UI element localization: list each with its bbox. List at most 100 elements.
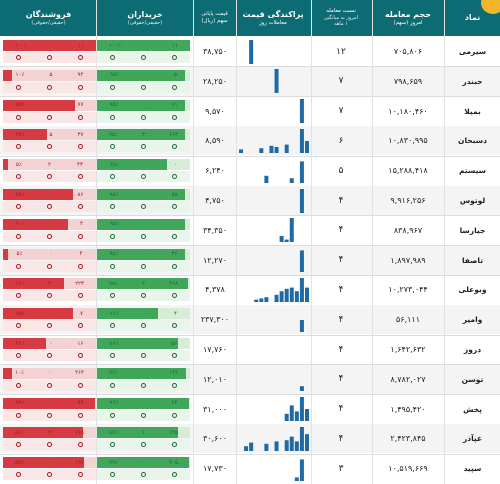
buyers-pct: ۹۹٪ bbox=[109, 459, 118, 466]
header-ratio[interactable]: نسبت معامله امروز به میانگین ۱ ماهه bbox=[323, 8, 359, 28]
table-row[interactable]: وامیر ۵۶,۱۱۱ ۴ ۲۳۷,۳۰۰ ۶۶٪ ۰ ۴ ۷۵٪ ۰ ۷ bbox=[0, 305, 500, 335]
buyers-box[interactable]: ۹۸٪ ۲ ۴۶۸ bbox=[97, 278, 190, 302]
table-row[interactable]: وبوعلی ۱۰,۲۷۳,۰۴۴ ۴ ۴,۳۷۸ ۹۸٪ ۲ ۴۶۸ ۶۶٪ ۳ ۲۲۳ bbox=[0, 275, 500, 304]
table-row[interactable]: توسن ۸,۷۸۲,۰۲۷ ۴ ۱۲,۰۱۰ ۹۶٪ ۰ ۱۴۴ ۱۰٪ ۰ ۴۶۴ bbox=[0, 364, 500, 394]
sellers-real-count: ۹۴ bbox=[77, 72, 84, 79]
buyers-pct: ۹۵٪ bbox=[110, 72, 119, 79]
user-icon bbox=[172, 204, 177, 209]
user-icon bbox=[141, 204, 146, 209]
sellers-box[interactable]: ۷۰٪ ۰ ۴ bbox=[3, 218, 96, 243]
buyers-box[interactable]: ۹۵٪ ۰ ۵۵ bbox=[97, 189, 190, 213]
symbol-name[interactable]: سپید bbox=[463, 464, 482, 474]
sellers-box[interactable]: ۵٪ ۲ ۴۳ bbox=[3, 159, 96, 183]
user-icon bbox=[78, 442, 83, 448]
sellers-box[interactable]: ۸۷٪ ۰ ۱۹۷ bbox=[3, 457, 96, 481]
sellers-box[interactable]: ۱۰٪ ۰ ۴۶۴ bbox=[3, 367, 96, 392]
table-row[interactable]: بمیلا ۱۰,۱۸۰,۴۶۰ ۷ ۹,۵۷۰ ۹۵٪ ۰ ۷۱ ۷۷٪ ۰ ۷۷ bbox=[0, 97, 500, 126]
buyers-fill-bar bbox=[97, 338, 178, 349]
symbol-name[interactable]: لوتوس bbox=[459, 196, 486, 205]
buyers-box[interactable]: ۹۵٪ ۰ ۷۱ bbox=[97, 99, 190, 124]
header-sellers[interactable]: فروشندگان (حقیقی/حقوقی) bbox=[25, 9, 72, 26]
volume-value: ۱,۴۹۵,۴۲۰ bbox=[390, 404, 426, 414]
user-icon bbox=[172, 233, 177, 239]
table-row[interactable]: غپآذر ۲,۴۲۳,۸۴۵ ۴ ۳۰,۶۰۰ ۸۷٪ ۱ ۱۴۵ ۸۶٪ ۲ ۱۷۸ bbox=[0, 424, 500, 454]
symbol-name[interactable]: وبوعلی bbox=[458, 285, 487, 295]
table-row[interactable]: تاصفا ۱,۸۹۷,۹۸۹ ۴ ۱۲,۲۷۰ ۹۵٪ ۰ ۳۶ ۵٪ ۰ ۴ bbox=[0, 245, 500, 275]
ratio-value: ۶ bbox=[338, 135, 344, 146]
symbol-name[interactable]: سیستم bbox=[459, 166, 487, 176]
table-row[interactable]: دروز ۱,۶۴۲,۶۳۲ ۴ ۱۷,۷۶۰ ۸۷٪ ۰ ۵۶ ۴۶٪ ۰ ۱۶ bbox=[0, 335, 500, 364]
buyers-legal-count: ۰ bbox=[143, 191, 147, 198]
header-volume[interactable]: حجم معامله امروز (سهم) bbox=[384, 9, 432, 26]
spread-bar bbox=[299, 277, 304, 302]
user-icon bbox=[47, 263, 52, 269]
buyers-box[interactable]: ۱۰۰٪ ۰ ۱۱ bbox=[97, 40, 190, 64]
symbol-name[interactable]: سیرمی bbox=[458, 47, 487, 56]
symbol-name[interactable]: جیارسا bbox=[459, 225, 486, 235]
symbol-name[interactable]: غپآذر bbox=[462, 434, 483, 444]
spread-bar bbox=[294, 411, 299, 422]
buyers-box[interactable]: ۸۷٪ ۱ ۱۴۵ bbox=[97, 427, 190, 451]
user-icon bbox=[172, 263, 177, 269]
buyers-box[interactable]: ۹۵٪ ۰ ۵ bbox=[97, 69, 190, 94]
sellers-box[interactable]: ۷۷٪ ۰ ۷۷ bbox=[3, 99, 96, 124]
header-name[interactable]: نماد bbox=[464, 13, 481, 22]
table-row[interactable]: سیرمی ۷۰۵,۸۰۶ ۱۲ ۳۸,۷۵۰ ۱۰۰٪ ۰ ۱۱ ۱۰۰٪ ۰ ۱۱ bbox=[0, 37, 500, 66]
table-row[interactable]: سپید ۱۰,۵۱۹,۶۶۹ ۳ ۱۷,۷۳۰ ۹۹٪ ۰ ۲۰۵ ۸۷٪ ۰ ۱۹۷ bbox=[0, 454, 500, 483]
table-row[interactable]: سیستم ۱۵,۲۸۸,۴۱۸ ۵ ۶,۲۴۰ ۷۵٪ ۰ ۰ ۵٪ ۲ ۴۳ bbox=[0, 156, 500, 185]
buyers-box[interactable]: ۷۵٪ ۰ ۰ bbox=[97, 159, 190, 183]
sellers-box[interactable]: ۸۶٪ ۲ ۱۷۸ bbox=[3, 427, 96, 451]
sellers-box[interactable]: ۱۰۰٪ ۰ ۱۱ bbox=[3, 40, 96, 64]
symbol-name[interactable]: بمیلا bbox=[464, 106, 481, 116]
sellers-box[interactable]: ۵٪ ۰ ۴ bbox=[3, 248, 96, 273]
spread-bar bbox=[259, 148, 264, 153]
symbol-name[interactable]: پخش bbox=[463, 404, 482, 414]
buyers-pct: ۸۷٪ bbox=[109, 340, 119, 347]
price-spread-chart bbox=[236, 424, 312, 453]
table-row[interactable]: حبندر ۷۹۸,۶۵۹ ۷ ۲۸,۲۵۰ ۹۵٪ ۰ ۵ ۱۰٪ ۵ ۹۴ bbox=[0, 66, 500, 96]
sellers-box[interactable]: ۱۰٪ ۵ ۹۴ bbox=[3, 69, 96, 94]
header-price[interactable]: قیمت پایانی سهم (ریال) bbox=[201, 11, 228, 24]
table-row[interactable]: پخش ۱,۴۹۵,۴۲۰ ۴ ۳۱,۰۰۰ ۹۹٪ ۰ ۴۴ ۹۹٪ ۰ ۹۹ bbox=[0, 395, 500, 424]
spread-bar bbox=[284, 440, 289, 451]
symbol-name[interactable]: دسبحان bbox=[458, 136, 487, 146]
symbol-name[interactable]: توسن bbox=[461, 374, 484, 384]
buyers-box[interactable]: ۹۹٪ ۰ ۴۴ bbox=[97, 397, 190, 422]
buyers-real-count: ۴۶۸ bbox=[169, 280, 178, 287]
user-icon bbox=[172, 412, 177, 418]
table-row[interactable]: جیارسا ۸۳۸,۹۶۷ ۴ ۳۴,۳۵۰ ۹۵٪ ۰ ۰ ۷۰٪ ۰ ۴ bbox=[0, 216, 500, 245]
symbol-name[interactable]: دروز bbox=[463, 345, 482, 354]
sellers-box[interactable]: ۷۵٪ ۰ ۸۶ bbox=[3, 189, 96, 213]
sellers-box[interactable]: ۴۷٪ ۵ ۳۷ bbox=[3, 129, 96, 153]
header-buyers[interactable]: خریداران (حقیقی/حقوقی) bbox=[127, 9, 163, 26]
buyers-real-count: ۰ bbox=[174, 161, 177, 168]
table-row[interactable]: دسبحان ۱۰,۸۳۰,۹۹۵ ۶ ۸,۵۹۰ ۹۵٪ ۳ ۶۶۳ ۴۷٪ ۵ ۳۷ bbox=[0, 126, 500, 156]
table-row[interactable]: لوتوس ۹,۹۱۶,۲۵۶ ۴ ۴,۷۵۰ ۹۵٪ ۰ ۵۵ ۷۵٪ ۰ ۸۶ bbox=[0, 186, 500, 215]
buyers-box[interactable]: ۹۵٪ ۰ ۳۶ bbox=[97, 248, 190, 273]
buyers-box[interactable]: ۹۹٪ ۰ ۲۰۵ bbox=[97, 457, 190, 481]
buyers-pct: ۹۵٪ bbox=[109, 251, 119, 258]
ratio-value: ۴ bbox=[338, 255, 344, 266]
symbol-name[interactable]: حبندر bbox=[462, 76, 483, 86]
sellers-box[interactable]: ۹۹٪ ۰ ۹۹ bbox=[3, 397, 96, 422]
symbol-name[interactable]: وامیر bbox=[462, 315, 483, 325]
buyers-box[interactable]: ۹۶٪ ۰ ۱۴۴ bbox=[97, 367, 190, 392]
header-chart[interactable]: پراکندگی قیمت معاملات روز bbox=[242, 9, 304, 26]
buyers-box[interactable]: ۹۵٪ ۰ ۰ bbox=[97, 218, 190, 243]
buyers-box[interactable]: ۸۷٪ ۰ ۵۶ bbox=[97, 338, 190, 362]
sellers-box[interactable]: ۴۶٪ ۰ ۱۶ bbox=[3, 338, 96, 362]
buyers-box[interactable]: ۶۶٪ ۰ ۴ bbox=[97, 308, 190, 332]
symbol-name[interactable]: تاصفا bbox=[461, 255, 484, 265]
spread-bar bbox=[284, 239, 289, 243]
user-icon bbox=[16, 472, 21, 478]
sellers-box[interactable]: ۷۵٪ ۰ ۷ bbox=[3, 308, 96, 332]
close-price: ۲۸,۲۵۰ bbox=[202, 76, 228, 86]
buyers-pct: ۱۰۰٪ bbox=[109, 42, 121, 49]
sellers-real-count: ۸۶ bbox=[77, 191, 84, 198]
buyers-box[interactable]: ۹۵٪ ۳ ۶۶۳ bbox=[97, 129, 190, 153]
sellers-box[interactable]: ۶۶٪ ۳ ۲۲۳ bbox=[3, 278, 96, 302]
sellers-pct: ۴۷٪ bbox=[15, 131, 25, 138]
user-icon bbox=[141, 114, 146, 120]
volume-value: ۱۰,۵۱۹,۶۶۹ bbox=[388, 464, 428, 474]
sellers-pct: ۷۰٪ bbox=[16, 221, 25, 228]
